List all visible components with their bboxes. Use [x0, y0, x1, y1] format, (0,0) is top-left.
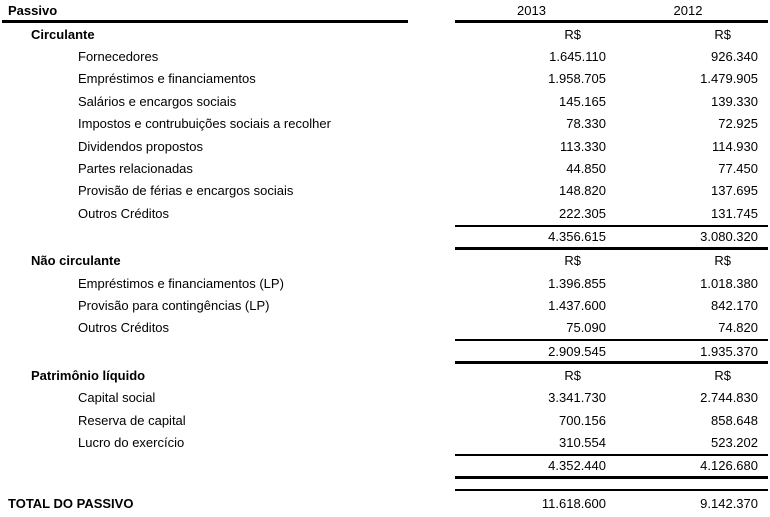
value-2012: 114.930 — [711, 138, 758, 154]
value-2013: 75.090 — [566, 320, 606, 336]
line-item-row: Provisão para contingências (LP) 1.437.6… — [0, 294, 770, 316]
subtotal-2013: 2.909.545 — [548, 343, 606, 359]
section-header-row: Circulante R$ R$ — [0, 23, 770, 45]
section-title: Não circulante — [31, 253, 121, 269]
column-header-2013: 2013 — [517, 2, 546, 18]
value-2012: 1.018.380 — [700, 275, 758, 291]
line-item-row: Empréstimos e financiamentos (LP) 1.396.… — [0, 272, 770, 294]
value-2013: 700.156 — [559, 412, 606, 428]
subtotal-2013: 4.356.615 — [548, 229, 606, 245]
grand-total-row: TOTAL DO PASSIVO 11.618.600 9.142.370 — [0, 491, 770, 517]
item-label: Fornecedores — [78, 49, 159, 65]
header-row: Passivo 2013 2012 — [0, 0, 770, 20]
line-item-row: Dividendos propostos 113.330 114.930 — [0, 135, 770, 157]
value-2013: 222.305 — [559, 205, 606, 221]
item-label: Reserva de capital — [78, 412, 186, 428]
currency-label-2013: R$ — [564, 367, 581, 383]
grand-total-2013: 11.618.600 — [541, 496, 606, 512]
value-2013: 1.645.110 — [549, 49, 606, 65]
section-subtotal-row: 4.356.615 3.080.320 — [0, 224, 770, 250]
subtotal-2012: 3.080.320 — [700, 229, 758, 245]
item-label: Impostos e contrubuições sociais a recol… — [78, 116, 331, 132]
total-rule-right — [455, 488, 768, 491]
item-label: Partes relacionadas — [78, 161, 193, 177]
value-2012: 2.744.830 — [700, 390, 758, 406]
value-2012: 842.170 — [711, 297, 758, 313]
grand-total-2012: 9.142.370 — [700, 496, 758, 512]
value-2013: 78.330 — [566, 116, 606, 132]
currency-label-2012: R$ — [714, 253, 731, 269]
item-label: Provisão de férias e encargos sociais — [78, 183, 294, 199]
line-item-row: Salários e encargos sociais 145.165 139.… — [0, 90, 770, 112]
value-2012: 72.925 — [718, 116, 758, 132]
total-gap — [0, 479, 770, 489]
section-subtotal-row: 4.352.440 4.126.680 — [0, 453, 770, 479]
currency-label-2012: R$ — [714, 367, 731, 383]
section-title: Patrimônio líquido — [31, 367, 146, 383]
currency-label-2013: R$ — [564, 253, 581, 269]
value-2013: 113.330 — [559, 138, 606, 154]
section-title: Circulante — [31, 26, 95, 42]
item-label: Empréstimos e financiamentos (LP) — [78, 275, 284, 291]
value-2012: 858.648 — [711, 412, 758, 428]
item-label: Lucro do exercício — [78, 434, 185, 450]
line-item-row: Provisão de férias e encargos sociais 14… — [0, 180, 770, 202]
page-title: Passivo — [8, 2, 58, 18]
subtotal-block: 4.356.615 3.080.320 — [455, 224, 768, 250]
line-item-row: Empréstimos e financiamentos 1.958.705 1… — [0, 68, 770, 90]
value-2012: 1.479.905 — [700, 71, 758, 87]
line-item-row: Outros Créditos 75.090 74.820 — [0, 317, 770, 339]
line-item-row: Impostos e contrubuições sociais a recol… — [0, 113, 770, 135]
currency-label-2013: R$ — [564, 26, 581, 42]
line-item-row: Partes relacionadas 44.850 77.450 — [0, 157, 770, 179]
line-item-row: Lucro do exercício 310.554 523.202 — [0, 431, 770, 453]
value-2013: 3.341.730 — [548, 390, 606, 406]
value-2012: 139.330 — [711, 93, 758, 109]
section-header-row: Não circulante R$ R$ — [0, 250, 770, 272]
value-2013: 1.396.855 — [548, 275, 606, 291]
item-label: Empréstimos e financiamentos — [78, 71, 256, 87]
item-label: Dividendos propostos — [78, 138, 204, 154]
line-item-row: Outros Créditos 222.305 131.745 — [0, 202, 770, 224]
subtotal-2012: 4.126.680 — [700, 458, 758, 474]
item-label: Outros Créditos — [78, 320, 170, 336]
total-rule — [0, 488, 770, 491]
value-2013: 310.554 — [559, 434, 606, 450]
year-headers: 2013 2012 — [455, 0, 768, 20]
value-2012: 77.450 — [718, 161, 758, 177]
line-item-row: Capital social 3.341.730 2.744.830 — [0, 386, 770, 408]
subtotal-block: 4.352.440 4.126.680 — [455, 453, 768, 479]
column-header-2012: 2012 — [673, 2, 703, 18]
value-2013: 148.820 — [559, 183, 606, 199]
header-rule-gap — [408, 20, 455, 23]
item-label: Outros Créditos — [78, 205, 170, 221]
value-2013: 1.437.600 — [548, 297, 606, 313]
grand-total-label: TOTAL DO PASSIVO — [8, 496, 134, 512]
header-rule-right — [455, 20, 768, 23]
value-2013: 1.958.705 — [548, 71, 606, 87]
section-header-row: Patrimônio líquido R$ R$ — [0, 364, 770, 386]
value-2013: 145.165 — [559, 93, 606, 109]
value-2013: 44.850 — [566, 161, 606, 177]
item-label: Capital social — [78, 390, 156, 406]
currency-label-2012: R$ — [714, 26, 731, 42]
item-label: Salários e encargos sociais — [78, 93, 237, 109]
subtotal-block: 2.909.545 1.935.370 — [455, 339, 768, 365]
header-rule — [0, 20, 770, 23]
value-2012: 137.695 — [711, 183, 758, 199]
value-2012: 74.820 — [718, 320, 758, 336]
header-rule-left — [2, 20, 408, 23]
line-item-row: Reserva de capital 700.156 858.648 — [0, 409, 770, 431]
subtotal-2012: 1.935.370 — [700, 343, 758, 359]
value-2012: 926.340 — [711, 49, 758, 65]
section-subtotal-row: 2.909.545 1.935.370 — [0, 339, 770, 365]
value-2012: 523.202 — [711, 434, 758, 450]
value-2012: 131.745 — [711, 205, 758, 221]
line-item-row: Fornecedores 1.645.110 926.340 — [0, 45, 770, 67]
subtotal-2013: 4.352.440 — [548, 458, 606, 474]
item-label: Provisão para contingências (LP) — [78, 297, 270, 313]
